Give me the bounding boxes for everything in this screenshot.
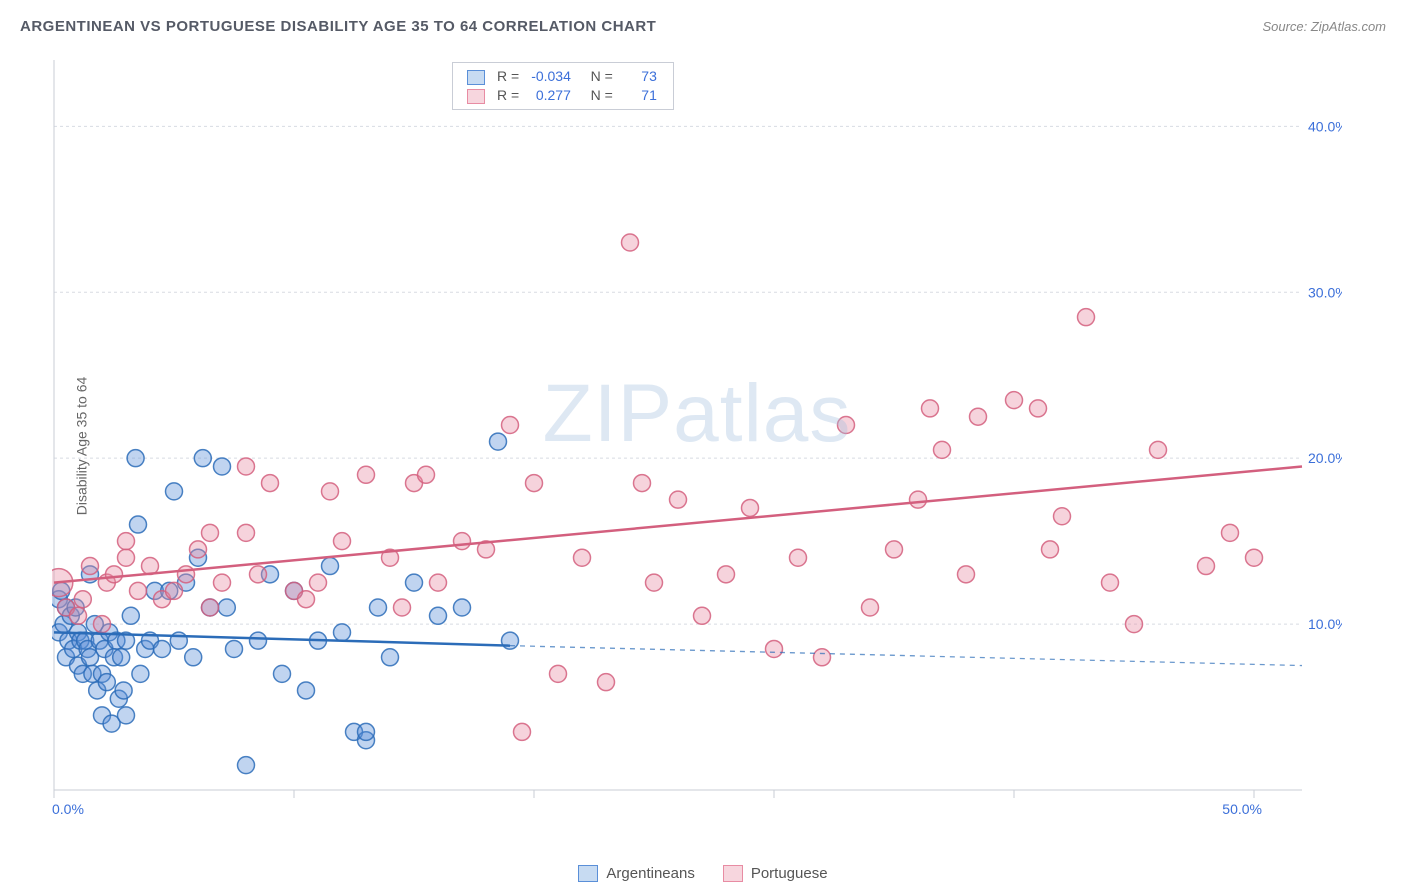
source-label: Source: ZipAtlas.com [1262,19,1386,34]
legend-item: Argentineans [578,865,694,882]
correlation-legend: R =-0.034 N =73R =0.277 N =71 [452,62,674,110]
legend-stat-row: R =0.277 N =71 [461,86,663,105]
chart-plot-area: 10.0%20.0%30.0%40.0%0.0%50.0% ZIPatlas R… [52,60,1342,830]
svg-text:20.0%: 20.0% [1308,450,1342,466]
svg-text:30.0%: 30.0% [1308,284,1342,300]
svg-text:40.0%: 40.0% [1308,118,1342,134]
svg-text:10.0%: 10.0% [1308,616,1342,632]
legend-stat-row: R =-0.034 N =73 [461,67,663,86]
series-legend: Argentineans Portuguese [0,865,1406,886]
svg-text:0.0%: 0.0% [52,801,84,817]
chart-title: ARGENTINEAN VS PORTUGUESE DISABILITY AGE… [20,18,656,35]
legend-item: Portuguese [723,865,828,882]
scatter-plot-svg: 10.0% 20.0% 30.0% 40.0% 0.0% 50.0% [52,60,1342,830]
svg-text:50.0%: 50.0% [1222,801,1262,817]
